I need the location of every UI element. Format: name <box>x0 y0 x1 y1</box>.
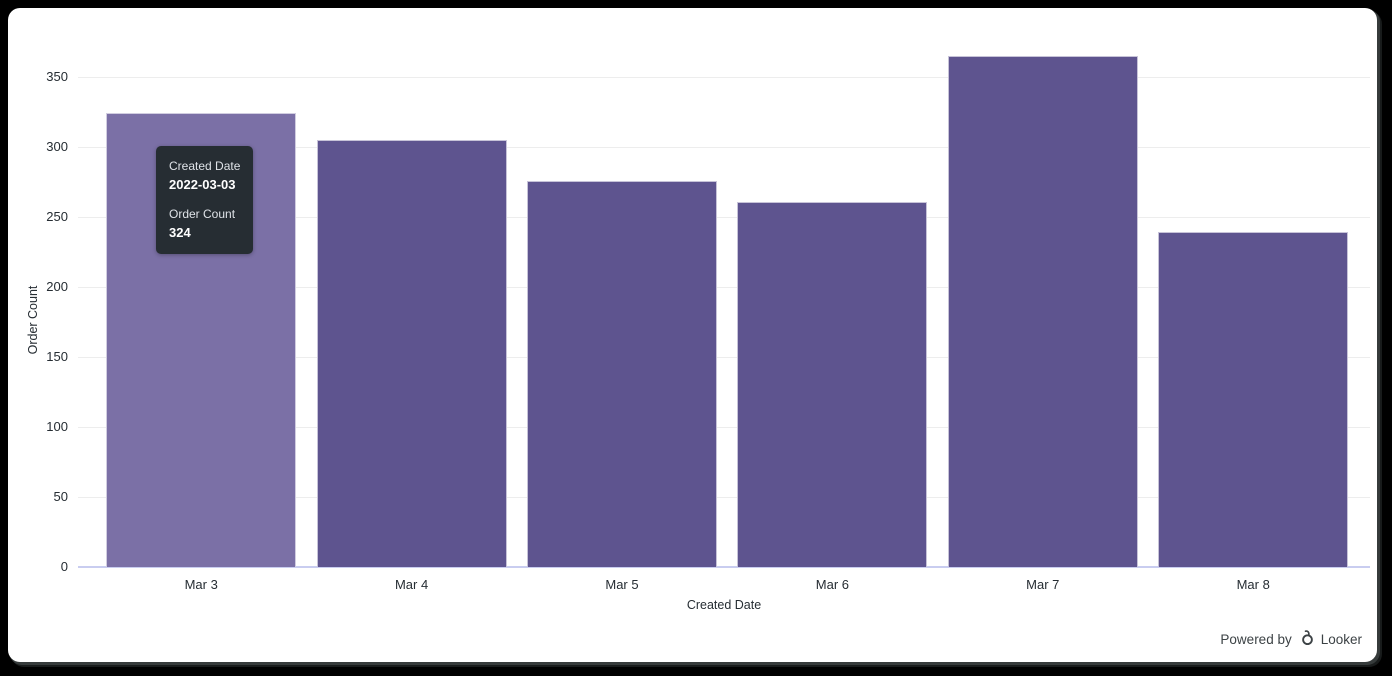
tooltip-measure-label: Order Count <box>169 207 236 221</box>
tooltip-dimension-value: 2022-03-03 <box>169 177 236 192</box>
x-tick-label-mar-5: Mar 5 <box>605 577 639 592</box>
looker-brand-text: Looker <box>1320 631 1362 647</box>
y-tick-label-300: 300 <box>46 139 68 154</box>
bar-mar-4[interactable] <box>316 140 507 567</box>
y-tick-label-150: 150 <box>46 349 68 364</box>
looker-logo-icon <box>1300 629 1315 649</box>
x-tick-label-mar-4: Mar 4 <box>394 577 429 592</box>
x-axis-title: Created Date <box>686 598 762 612</box>
x-tick-label-mar-3: Mar 3 <box>184 577 218 592</box>
gridline-150 <box>78 357 1370 358</box>
y-tick-label-0: 0 <box>60 559 68 574</box>
powered-by-looker-link[interactable]: Powered by Looker <box>1220 629 1362 649</box>
tooltip-measure-value: 324 <box>169 225 191 240</box>
bar-chart: 0 50 100 150 200 250 300 350 Order Count Mar 3 M… <box>8 8 1377 662</box>
powered-by-text: Powered by <box>1220 631 1292 647</box>
y-tick-label-250: 250 <box>46 209 68 224</box>
tooltip-spacer <box>169 194 240 206</box>
gridline-200 <box>78 287 1370 288</box>
gridline-250 <box>78 217 1370 218</box>
bar-mar-8[interactable] <box>1158 232 1349 567</box>
y-tick-label-200: 200 <box>46 279 68 294</box>
bar-mar-7[interactable] <box>947 56 1138 567</box>
visualization-card: 0 50 100 150 200 250 300 350 Order Count Mar 3 M… <box>8 8 1377 662</box>
gridline-300 <box>78 147 1370 148</box>
hover-tooltip: Created Date 2022-03-03 Order Count 324 <box>156 146 254 254</box>
y-axis-title: Order Count <box>26 285 40 355</box>
x-tick-label-mar-8: Mar 8 <box>1236 577 1270 592</box>
y-tick-label-350: 350 <box>46 69 68 84</box>
y-tick-label-50: 50 <box>53 489 68 504</box>
gridline-350 <box>78 77 1370 78</box>
x-tick-label-mar-7: Mar 7 <box>1026 577 1060 592</box>
tooltip-dimension-label: Created Date <box>169 159 241 173</box>
bar-mar-6[interactable] <box>737 201 928 567</box>
bar-mar-5[interactable] <box>527 180 717 567</box>
x-axis-line <box>78 566 1370 568</box>
gridline-50 <box>78 497 1370 498</box>
x-tick-label-mar-6: Mar 6 <box>815 577 849 592</box>
y-tick-label-100: 100 <box>46 419 68 434</box>
gridline-100 <box>78 427 1370 428</box>
